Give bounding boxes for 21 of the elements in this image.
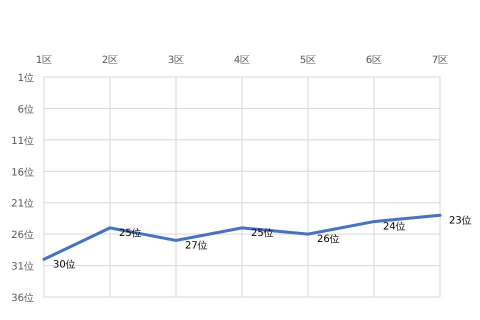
y-tick-label: 16位 bbox=[11, 166, 34, 178]
data-label: 27位 bbox=[185, 239, 208, 252]
data-label: 26位 bbox=[317, 233, 340, 246]
y-tick-label: 26位 bbox=[11, 229, 34, 242]
data-label: 24位 bbox=[383, 220, 406, 233]
data-label: 23位 bbox=[449, 214, 472, 226]
x-tick-label: 3区 bbox=[168, 55, 184, 66]
x-tick-label: 1区 bbox=[36, 55, 52, 66]
y-tick-label: 36位 bbox=[11, 292, 34, 304]
y-tick-label: 31位 bbox=[11, 260, 34, 273]
x-tick-label: 2区 bbox=[102, 55, 118, 66]
y-tick-label: 6位 bbox=[18, 103, 34, 116]
x-tick-label: 4区 bbox=[234, 55, 250, 66]
y-tick-label: 21位 bbox=[11, 198, 34, 210]
y-tick-label: 1位 bbox=[18, 72, 34, 84]
x-tick-label: 7区 bbox=[432, 55, 448, 66]
x-tick-label: 5区 bbox=[300, 55, 316, 66]
line-series bbox=[42, 214, 442, 261]
data-label: 30位 bbox=[53, 258, 76, 270]
x-tick-label: 6区 bbox=[366, 55, 382, 66]
y-tick-label: 11位 bbox=[11, 134, 34, 147]
